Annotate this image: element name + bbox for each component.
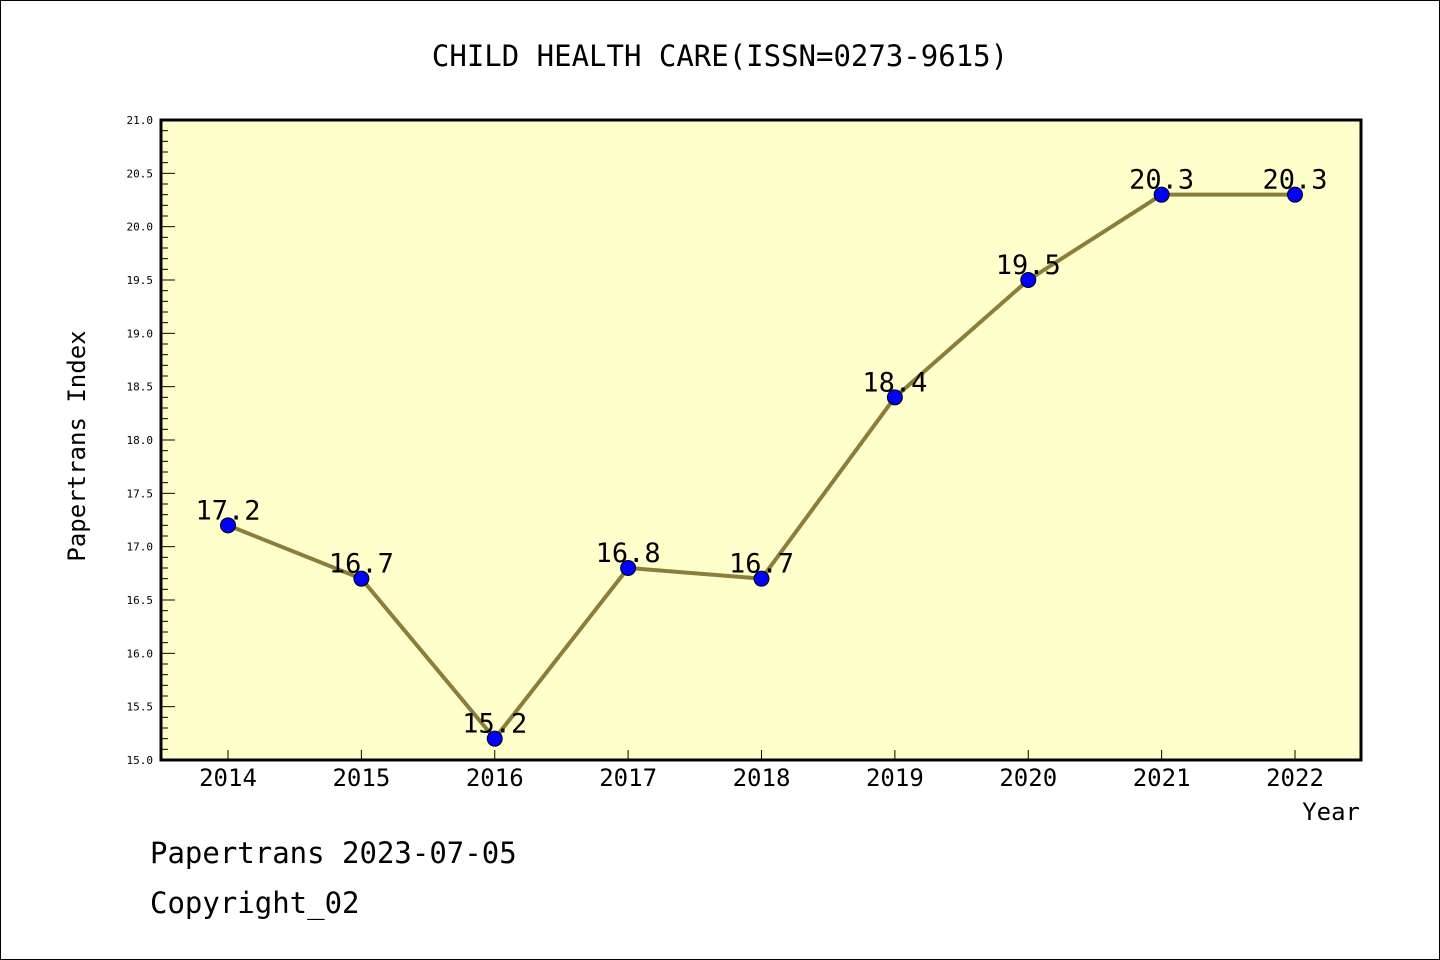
data-point	[353, 570, 370, 587]
y-tick-label: 16.5	[127, 594, 154, 607]
y-axis-label: Papertrans Index	[63, 330, 91, 561]
plot-area	[159, 118, 1363, 762]
x-tick-label: 2022	[1266, 764, 1324, 792]
y-tick-label: 15.0	[127, 754, 154, 767]
data-label: 20.3	[1129, 165, 1194, 196]
data-label: 19.5	[996, 250, 1061, 281]
y-tick-label: 20.5	[127, 167, 154, 180]
x-tick-label: 2017	[599, 764, 657, 792]
data-point	[486, 730, 503, 747]
x-tick-label: 2019	[866, 764, 924, 792]
x-tick-label: 2016	[466, 764, 524, 792]
data-point	[1153, 186, 1170, 203]
chart-title: CHILD HEALTH CARE(ISSN=0273-9615)	[432, 39, 1008, 73]
x-axis-label: Year	[1302, 798, 1360, 826]
data-label: 17.2	[195, 495, 260, 526]
x-tick-label: 2020	[999, 764, 1057, 792]
y-tick-label: 18.0	[127, 434, 154, 447]
x-axis: 2014 2015 2016 2017 2018 2019 2020 2021 2022	[199, 750, 1324, 792]
x-tick-label: 2015	[332, 764, 390, 792]
data-label: 20.3	[1262, 165, 1327, 196]
data-point	[620, 560, 637, 576]
y-tick-label: 19.5	[127, 274, 154, 287]
y-axis: 15.0 15.5 16.0 16.5 17.0 17.5 18.0 18.5 19.0 19.5…	[127, 114, 175, 767]
y-tick-label: 16.0	[127, 647, 154, 660]
data-label: 18.4	[862, 367, 927, 398]
data-label: 16.7	[729, 549, 794, 580]
data-label: 16.7	[329, 549, 394, 580]
y-tick-label: 21.0	[127, 114, 154, 127]
x-tick-label: 2021	[1133, 764, 1191, 792]
y-tick-label: 17.0	[127, 541, 154, 554]
x-tick-label: 2014	[199, 764, 257, 792]
data-label: 16.8	[596, 538, 661, 569]
y-tick-label: 17.5	[127, 487, 154, 500]
footer-copyright: Copyright_02	[150, 886, 360, 920]
series-line: 17.2 16.7 15.2 16.8 16.7 18.4 19.5 20.3 20.3	[195, 165, 1328, 747]
data-point	[1287, 186, 1303, 203]
y-tick-label: 19.0	[127, 327, 154, 340]
data-point	[1020, 272, 1037, 288]
data-point	[886, 389, 903, 406]
y-tick-label: 20.0	[127, 221, 154, 234]
data-label: 15.2	[462, 709, 527, 740]
data-point	[753, 570, 770, 587]
footer-date: Papertrans 2023-07-05	[150, 836, 517, 870]
data-point	[220, 517, 236, 534]
y-tick-label: 18.5	[127, 381, 154, 394]
x-tick-label: 2018	[733, 764, 791, 792]
y-tick-label: 15.5	[127, 701, 154, 714]
